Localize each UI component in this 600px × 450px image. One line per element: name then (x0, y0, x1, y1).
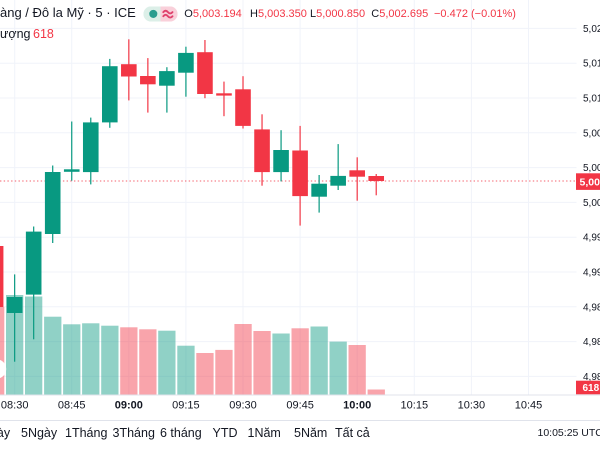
svg-text:10:30: 10:30 (458, 400, 486, 412)
svg-text:4,996: 4,996 (583, 233, 600, 244)
svg-text:5,002: 5,002 (580, 176, 600, 188)
svg-text:10:45: 10:45 (515, 400, 543, 412)
svg-text:618: 618 (583, 383, 600, 394)
svg-text:4,988: 4,988 (583, 302, 600, 313)
svg-text:09:45: 09:45 (286, 400, 314, 412)
svg-text:4,984: 4,984 (583, 337, 600, 348)
svg-text:09:00: 09:00 (115, 400, 143, 412)
svg-text:10:00: 10:00 (343, 400, 371, 412)
svg-text:5,008: 5,008 (583, 128, 600, 139)
svg-text:09:30: 09:30 (229, 400, 257, 412)
svg-text:5,000: 5,000 (583, 198, 600, 209)
svg-text:5,004: 5,004 (583, 163, 600, 174)
svg-text:4,992: 4,992 (583, 268, 600, 279)
svg-text:5,012: 5,012 (583, 94, 600, 105)
svg-text:08:30: 08:30 (1, 400, 29, 412)
svg-text:5,016: 5,016 (583, 59, 600, 70)
svg-text:5,020: 5,020 (583, 24, 600, 35)
svg-text:10:15: 10:15 (401, 400, 429, 412)
svg-text:4,980: 4,980 (583, 372, 600, 383)
svg-text:08:45: 08:45 (58, 400, 86, 412)
svg-text:09:15: 09:15 (172, 400, 200, 412)
